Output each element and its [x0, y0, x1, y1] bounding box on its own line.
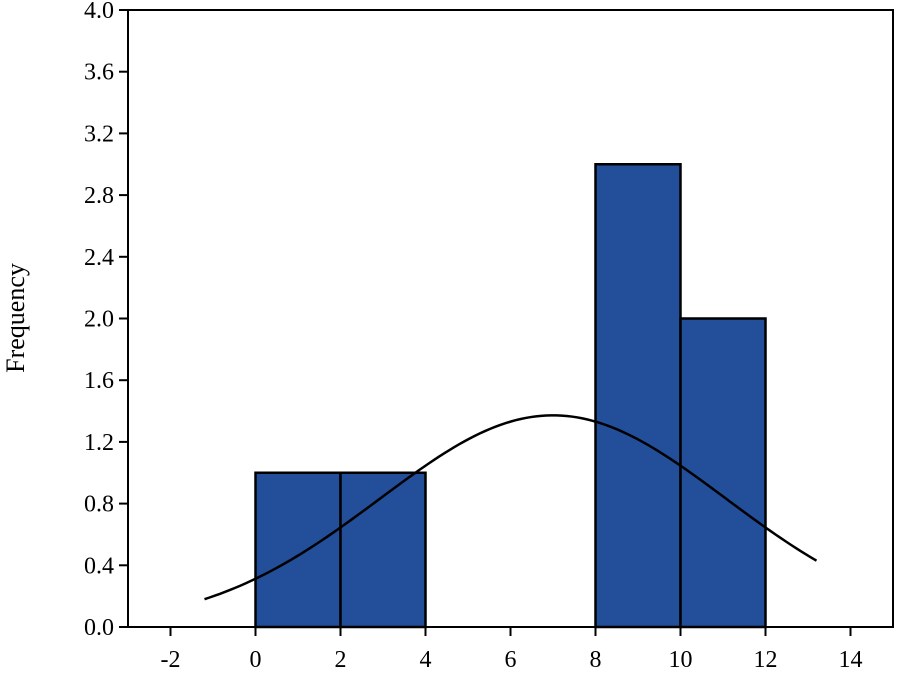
x-tick-label: 12: [754, 647, 778, 673]
y-tick-label: 3.6: [84, 60, 114, 86]
y-tick-label: 2.4: [84, 245, 114, 271]
y-tick-label: 2.0: [84, 307, 114, 333]
y-axis: 0.0 0.4 0.8 1.2 1.6 2.0 2.4 2.8 3.2 3.6 4.0: [84, 0, 128, 641]
y-tick-label: 0.0: [84, 615, 114, 641]
x-tick-label: 10: [669, 647, 693, 673]
y-tick-label: 4.0: [84, 0, 114, 24]
y-tick-label: 0.4: [84, 553, 114, 579]
y-tick-label: 3.2: [84, 121, 114, 147]
y-tick-label: 2.8: [84, 183, 114, 209]
x-tick-label: -2: [161, 647, 181, 673]
bars-layer: [254, 163, 767, 629]
x-axis: -2 0 2 4 6 8 10 12 14: [161, 627, 863, 673]
x-tick-label: 8: [590, 647, 602, 673]
y-tick-label: 0.8: [84, 492, 114, 518]
x-tick-label: 6: [505, 647, 517, 673]
x-tick-label: 0: [250, 647, 262, 673]
x-tick-label: 4: [420, 647, 432, 673]
normal-curve: [204, 414, 818, 601]
y-axis-title: Frequency: [1, 263, 30, 373]
x-tick-label: 2: [335, 647, 347, 673]
histogram-bar: [254, 471, 342, 629]
histogram-bar: [679, 317, 767, 629]
y-tick-label: 1.6: [84, 368, 114, 394]
histogram-bar: [594, 163, 682, 629]
x-tick-label: 14: [839, 647, 863, 673]
y-tick-label: 1.2: [84, 430, 114, 456]
histogram-bar: [339, 471, 427, 629]
plot-area: [127, 9, 894, 628]
curve-layer: [204, 414, 818, 601]
